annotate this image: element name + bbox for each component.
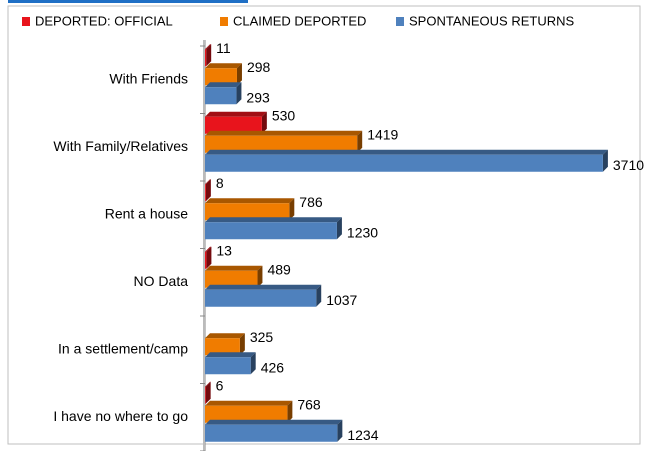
bar-side xyxy=(289,198,295,221)
legend-swatch xyxy=(396,17,404,26)
data-label: 11 xyxy=(216,40,231,56)
bar xyxy=(205,289,317,307)
y-tick-label: Rent a house xyxy=(105,205,188,221)
bar-side xyxy=(261,111,267,134)
bar xyxy=(205,87,237,105)
data-label: 489 xyxy=(267,261,291,277)
bar xyxy=(205,405,288,423)
bar-side xyxy=(236,63,242,86)
bar-top xyxy=(205,217,342,223)
data-label: 1234 xyxy=(347,427,378,443)
legend-swatch xyxy=(220,17,228,26)
bar xyxy=(205,68,237,86)
data-label: 3710 xyxy=(613,157,644,173)
bar-top xyxy=(205,284,322,290)
bar xyxy=(205,203,290,221)
bar-side xyxy=(239,333,245,356)
bar-side xyxy=(337,419,343,442)
bar-top xyxy=(205,149,608,155)
data-label: 6 xyxy=(216,377,224,393)
bar-top xyxy=(205,111,267,117)
bar xyxy=(205,338,240,356)
data-label: 298 xyxy=(247,59,271,75)
bar-top xyxy=(205,381,211,387)
data-label: 426 xyxy=(261,359,285,375)
bar-side xyxy=(357,130,363,153)
legend-swatch xyxy=(22,17,30,26)
bar xyxy=(205,386,206,404)
bar xyxy=(205,135,358,153)
bar-top xyxy=(205,130,363,136)
data-label: 293 xyxy=(246,89,270,105)
data-label: 1230 xyxy=(347,224,378,240)
data-label: 13 xyxy=(216,242,232,258)
cut-title-fragment xyxy=(8,0,248,3)
y-tick-label: NO Data xyxy=(134,273,189,289)
y-tick-label: With Family/Relatives xyxy=(53,138,188,154)
legend-label: DEPORTED: OFFICIAL xyxy=(35,13,173,28)
bar xyxy=(205,270,258,288)
data-label: 1037 xyxy=(326,292,357,308)
bar xyxy=(205,424,338,442)
data-label: 8 xyxy=(216,175,224,191)
bar-side xyxy=(336,217,342,240)
bar-top xyxy=(205,333,245,339)
bar-top xyxy=(205,246,212,252)
bar-top xyxy=(205,198,295,204)
bar-side xyxy=(287,400,293,423)
data-label: 1419 xyxy=(367,126,398,142)
bar-side xyxy=(602,149,608,172)
bar-top xyxy=(205,179,211,185)
data-label: 530 xyxy=(272,107,296,123)
bar-top xyxy=(205,400,293,406)
legend-label: SPONTANEOUS RETURNS xyxy=(409,13,574,28)
data-label: 768 xyxy=(297,396,321,412)
bar-side xyxy=(236,82,242,105)
bar-top xyxy=(205,419,343,425)
y-tick-label: With Friends xyxy=(109,70,188,86)
bar-top xyxy=(205,44,212,50)
y-tick-label: I have no where to go xyxy=(53,408,188,424)
bar-top xyxy=(205,265,263,271)
data-label: 325 xyxy=(250,329,274,345)
bar-side xyxy=(316,284,322,307)
bar xyxy=(205,154,603,172)
bar-side xyxy=(257,265,263,288)
y-tick-label: In a settlement/camp xyxy=(58,340,188,356)
bar xyxy=(205,49,207,67)
bar xyxy=(205,222,337,240)
bar-top xyxy=(205,352,256,358)
legend-label: CLAIMED DEPORTED xyxy=(233,13,366,28)
bar xyxy=(205,251,207,269)
bar-top xyxy=(205,63,242,69)
bar-side xyxy=(205,179,211,202)
bar-side xyxy=(250,352,256,375)
bar xyxy=(205,116,262,134)
chart-frame xyxy=(7,5,641,445)
bar xyxy=(205,184,206,202)
bar-side xyxy=(206,44,212,67)
bar-side xyxy=(206,246,212,269)
bar-side xyxy=(205,381,211,404)
data-label: 786 xyxy=(299,194,323,210)
bar-top xyxy=(205,82,242,88)
bar xyxy=(205,357,251,375)
